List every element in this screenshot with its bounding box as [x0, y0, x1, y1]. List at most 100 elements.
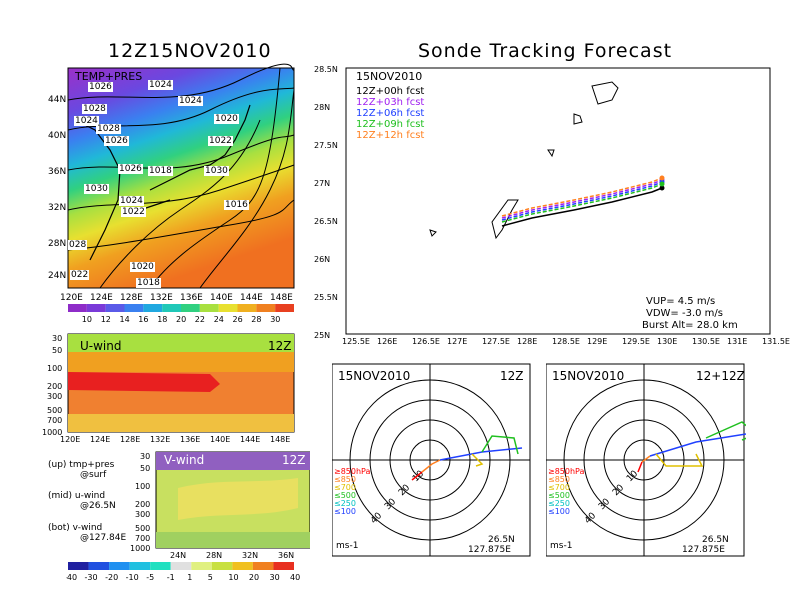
- hodo-level-label: ≤500: [334, 491, 356, 500]
- track-lon-tick: 126.5E: [412, 337, 440, 346]
- isobar-label: 1030: [84, 184, 109, 194]
- colorbar-swatch: [256, 304, 276, 312]
- hodo-left-time: 12Z: [500, 369, 524, 383]
- colorbar-label: 24: [214, 315, 224, 324]
- isobar-label: 1022: [208, 136, 233, 146]
- forecast-track: [501, 179, 663, 219]
- colorbar-swatch: [162, 304, 181, 312]
- hodo-left-date: 15NOV2010: [338, 369, 410, 383]
- uwind-label: U-wind: [80, 339, 121, 353]
- colorbar-label: -1: [167, 573, 175, 582]
- track-lon-tick: 126E: [377, 337, 397, 346]
- track-lon-tick: 129.5E: [622, 337, 650, 346]
- hodo-trace: [471, 453, 484, 467]
- vwind-p-tick: 30: [140, 452, 150, 461]
- track-lat-tick: 27N: [314, 179, 330, 188]
- forecast-legend-item: 12Z+12h fcst: [356, 130, 424, 141]
- track-lat-tick: 25.5N: [314, 293, 338, 302]
- track-lat-tick: 26.5N: [314, 217, 338, 226]
- uwind-p-tick: 300: [47, 392, 62, 401]
- hodo-level-label: ≤250: [334, 499, 356, 508]
- colorbar-label: 28: [251, 315, 261, 324]
- colorbar-label: -5: [146, 573, 154, 582]
- isobar-label: 022: [70, 270, 90, 280]
- map-lat-tick: 36N: [48, 167, 66, 177]
- colorbar-swatch: [150, 562, 171, 570]
- hodo-right-unit: ms-1: [550, 541, 572, 551]
- hodo-trace: [637, 461, 643, 473]
- track-lon-tick: 125.5E: [342, 337, 370, 346]
- colorbar-swatch: [124, 304, 144, 312]
- colorbar-swatch: [218, 304, 238, 312]
- isobar-label: 1026: [88, 82, 113, 92]
- hodo-trace: [641, 455, 651, 463]
- track-lon-tick: 130E: [657, 337, 677, 346]
- map-lon-tick: 140E: [210, 293, 233, 303]
- note-3: (bot) v-wind @127.84E: [48, 523, 127, 543]
- colorbar-label: -30: [85, 573, 98, 582]
- track-lat-tick: 27.5N: [314, 141, 338, 150]
- vup-text: VUP= 4.5 m/s: [646, 296, 715, 307]
- colorbar-label: 30: [270, 573, 280, 582]
- colorbar-label: 10: [82, 315, 92, 324]
- colorbar-label: 12: [101, 315, 111, 324]
- hodo-level-label: ≤250: [548, 499, 570, 508]
- colorbar-swatch: [191, 562, 212, 570]
- uwind-p-tick: 1000: [42, 428, 62, 437]
- forecast-endpoint: [659, 175, 665, 181]
- colorbar-label: 14: [120, 315, 130, 324]
- track-lon-tick: 129E: [587, 337, 607, 346]
- uwind-p-tick: 100: [47, 364, 62, 373]
- isobar-label: 1020: [130, 262, 155, 272]
- colorbar-label: 16: [138, 315, 148, 324]
- uwind-lon-tick: 120E: [60, 435, 80, 444]
- isobar-label: 1028: [96, 124, 121, 134]
- vwind-p-tick: 1000: [130, 544, 150, 553]
- colorbar-label: -10: [126, 573, 139, 582]
- colorbar-swatch: [86, 304, 106, 312]
- isobar-label: 028: [68, 240, 88, 250]
- colorbar-label: 10: [228, 573, 238, 582]
- vwind-lat-tick: 32N: [242, 551, 258, 560]
- isobar-label: 1028: [82, 104, 107, 114]
- hodo-level-label: ≤500: [548, 491, 570, 500]
- vwind-p-tick: 700: [135, 534, 150, 543]
- uwind-lon-tick: 140E: [210, 435, 230, 444]
- map-lon-tick: 136E: [180, 293, 203, 303]
- track-frame: [345, 67, 771, 335]
- colorbar-swatch: [68, 562, 89, 570]
- hodo-level-label: ≥850hPa: [334, 467, 371, 476]
- colorbar-label: 26: [233, 315, 243, 324]
- map-label: TEMP+PRES: [74, 70, 142, 83]
- hodo-level-label: ≤100: [334, 507, 356, 516]
- note-1: (up) tmp+pres @surf: [48, 460, 115, 480]
- colorbar-swatch: [237, 304, 257, 312]
- colorbar-swatch: [170, 562, 192, 570]
- left-title: 12Z15NOV2010: [108, 40, 272, 62]
- map-lon-tick: 124E: [90, 293, 113, 303]
- isobar-label: 1030: [204, 166, 229, 176]
- forecast-legend-item: 12Z+00h fcst: [356, 86, 424, 97]
- track-lat-tick: 25N: [314, 331, 330, 340]
- colorbar-label: 1: [187, 573, 192, 582]
- temp-pres-map: 44N 40N 36N 32N 28N 24N 120E 124E 128E 1…: [48, 63, 295, 303]
- forecast-track: [501, 187, 663, 227]
- track-lon-tick: 128E: [517, 337, 537, 346]
- colorbar-swatch: [129, 562, 151, 570]
- colorbar-label: 40: [290, 573, 300, 582]
- colorbar-label: 20: [176, 315, 186, 324]
- track-lon-tick: 131.5E: [762, 337, 790, 346]
- hodo-level-label: ≤100: [548, 507, 570, 516]
- vwind-p-tick: 500: [135, 524, 150, 533]
- colorbar-label: -20: [105, 573, 118, 582]
- uwind-lon-tick: 132E: [150, 435, 170, 444]
- map-lon-tick: 148E: [270, 293, 293, 303]
- hodo-left-lon: 127.875E: [468, 545, 511, 555]
- burst-text: Burst Alt= 28.0 km: [642, 320, 738, 331]
- map-lon-tick: 144E: [240, 293, 263, 303]
- track-date: 15NOV2010: [356, 70, 422, 83]
- vwind-lat-tick: 36N: [278, 551, 294, 560]
- map-lon-tick: 120E: [60, 293, 83, 303]
- hodo-right-time: 12+12Z: [696, 369, 745, 383]
